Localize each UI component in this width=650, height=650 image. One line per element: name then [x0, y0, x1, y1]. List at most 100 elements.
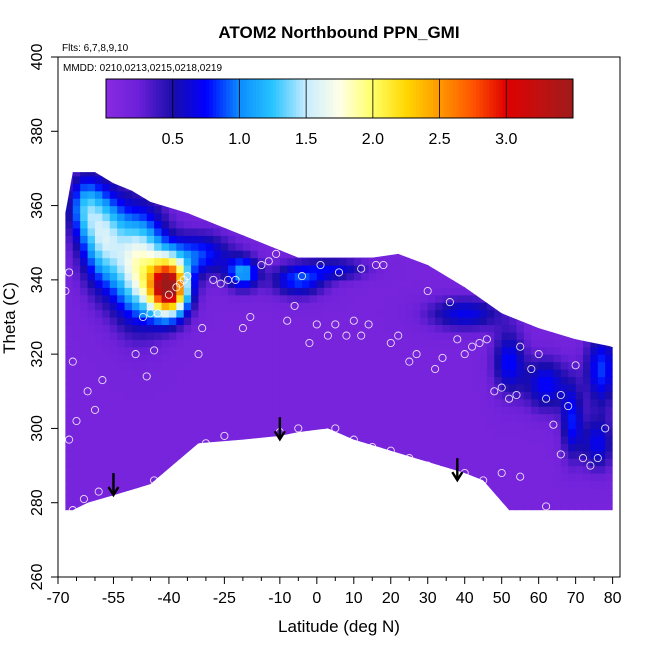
heatmap-cell — [575, 421, 584, 430]
heatmap-cell — [265, 272, 274, 281]
heatmap-cell — [228, 183, 237, 192]
heatmap-cell — [605, 480, 613, 489]
heatmap-cell — [228, 354, 237, 363]
heatmap-cell — [265, 361, 274, 370]
heatmap-cell — [369, 161, 377, 169]
heatmap-cell — [124, 450, 133, 459]
heatmap-cell — [605, 510, 613, 518]
heatmap-cell — [94, 294, 103, 303]
heatmap-cell — [472, 272, 481, 281]
heatmap-cell — [87, 279, 96, 288]
heatmap-cell — [553, 331, 562, 340]
heatmap-cell — [353, 287, 362, 296]
heatmap-cell — [516, 265, 525, 274]
heatmap-cell — [398, 376, 407, 385]
heatmap-cell — [486, 458, 495, 467]
heatmap-cell — [427, 272, 436, 281]
heatmap-cell — [575, 324, 584, 333]
colorbar-cell — [469, 79, 474, 118]
heatmap-cell — [575, 458, 584, 467]
heatmap-cell — [154, 213, 163, 222]
heatmap-cell — [486, 190, 495, 199]
heatmap-cell — [486, 413, 495, 422]
observation-point — [272, 249, 281, 258]
heatmap-cell — [546, 413, 555, 422]
heatmap-cell — [87, 302, 96, 311]
heatmap-cell — [168, 487, 177, 496]
heatmap-cell — [287, 272, 296, 281]
heatmap-cell — [213, 265, 222, 274]
heatmap-cell — [361, 369, 370, 378]
heatmap-cell — [191, 175, 200, 184]
heatmap-cell — [457, 369, 466, 378]
heatmap-cell — [361, 172, 370, 177]
heatmap-cell — [213, 183, 222, 192]
heatmap-cell — [449, 443, 458, 452]
heatmap-cell — [449, 398, 458, 407]
heatmap-cell — [480, 161, 488, 169]
heatmap-cell — [538, 428, 547, 437]
heatmap-cell — [353, 495, 362, 504]
heatmap-cell — [272, 361, 281, 370]
heatmap-cell — [412, 398, 421, 407]
heatmap-cell — [331, 265, 340, 274]
heatmap-cell — [198, 235, 207, 244]
heatmap-cell — [427, 369, 436, 378]
colorbar-cell — [152, 79, 157, 118]
heatmap-cell — [139, 473, 148, 482]
heatmap-cell — [146, 172, 155, 177]
heatmap-cell — [472, 487, 481, 496]
heatmap-cell — [516, 279, 525, 288]
heatmap-cell — [442, 213, 451, 222]
heatmap-cell — [198, 465, 207, 474]
heatmap-cell — [161, 317, 170, 326]
heatmap-cell — [213, 502, 222, 511]
heatmap-cell — [205, 172, 214, 177]
heatmap-cell — [405, 324, 414, 333]
heatmap-cell — [494, 473, 503, 482]
heatmap-cell — [161, 279, 170, 288]
heatmap-cell — [405, 287, 414, 296]
heatmap-cell — [613, 168, 621, 176]
heatmap-cell — [339, 272, 347, 281]
heatmap-cell — [553, 309, 562, 318]
heatmap-cell — [523, 421, 532, 430]
heatmap-cell — [117, 294, 126, 303]
heatmap-cell — [94, 435, 103, 444]
heatmap-cell — [479, 354, 488, 363]
heatmap-cell — [65, 161, 73, 169]
heatmap-cell — [168, 250, 177, 259]
heatmap-cell — [80, 510, 88, 518]
heatmap-cell — [235, 354, 244, 363]
heatmap-cell — [183, 331, 192, 340]
heatmap-cell — [168, 383, 177, 392]
heatmap-cell — [146, 421, 155, 430]
heatmap-cell — [250, 331, 259, 340]
heatmap-cell — [65, 302, 66, 311]
colorbar-cell — [106, 79, 110, 118]
x-tick-label: 60 — [530, 590, 548, 607]
heatmap-cell — [87, 190, 96, 199]
heatmap-cell — [191, 279, 200, 288]
heatmap-cell — [472, 391, 481, 400]
heatmap-cell — [72, 346, 81, 355]
heatmap-cell — [553, 257, 562, 266]
heatmap-cell — [72, 213, 81, 222]
heatmap-cell — [420, 198, 429, 207]
heatmap-cell — [235, 175, 244, 184]
heatmap-cell — [339, 205, 347, 214]
heatmap-cell — [228, 383, 237, 392]
heatmap-cell — [154, 413, 163, 422]
heatmap-cell — [242, 265, 251, 274]
heatmap-cell — [94, 391, 103, 400]
heatmap-cell — [191, 161, 199, 169]
heatmap-cell — [457, 339, 466, 348]
heatmap-cell — [449, 376, 458, 385]
heatmap-cell — [568, 242, 577, 251]
heatmap-cell — [213, 172, 222, 177]
heatmap-cell — [427, 242, 436, 251]
heatmap-cell — [538, 265, 547, 274]
heatmap-cell — [442, 242, 451, 251]
heatmap-cell — [94, 190, 103, 199]
heatmap-cell — [435, 331, 444, 340]
